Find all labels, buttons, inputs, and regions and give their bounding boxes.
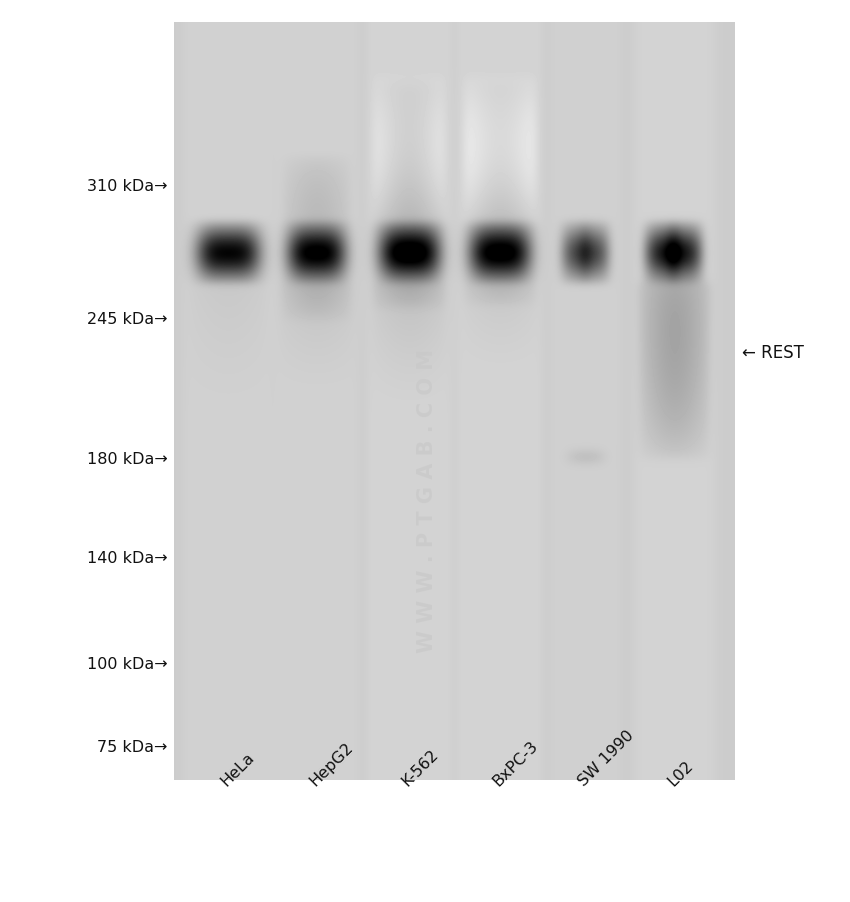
Text: ← REST: ← REST xyxy=(742,344,804,362)
Text: 140 kDa→: 140 kDa→ xyxy=(87,550,167,565)
Text: BxPC-3: BxPC-3 xyxy=(490,737,541,787)
Text: SW 1990: SW 1990 xyxy=(576,726,638,787)
Text: W W W . P T G A B . C O M: W W W . P T G A B . C O M xyxy=(416,349,437,652)
Text: 100 kDa→: 100 kDa→ xyxy=(87,656,167,671)
Text: 180 kDa→: 180 kDa→ xyxy=(87,451,167,466)
Text: HeLa: HeLa xyxy=(218,749,258,787)
Text: 310 kDa→: 310 kDa→ xyxy=(87,179,167,194)
Text: K-562: K-562 xyxy=(400,745,442,787)
Text: HepG2: HepG2 xyxy=(307,739,356,787)
Text: 75 kDa→: 75 kDa→ xyxy=(97,740,167,754)
Text: L02: L02 xyxy=(665,757,696,787)
Text: 245 kDa→: 245 kDa→ xyxy=(87,311,167,327)
